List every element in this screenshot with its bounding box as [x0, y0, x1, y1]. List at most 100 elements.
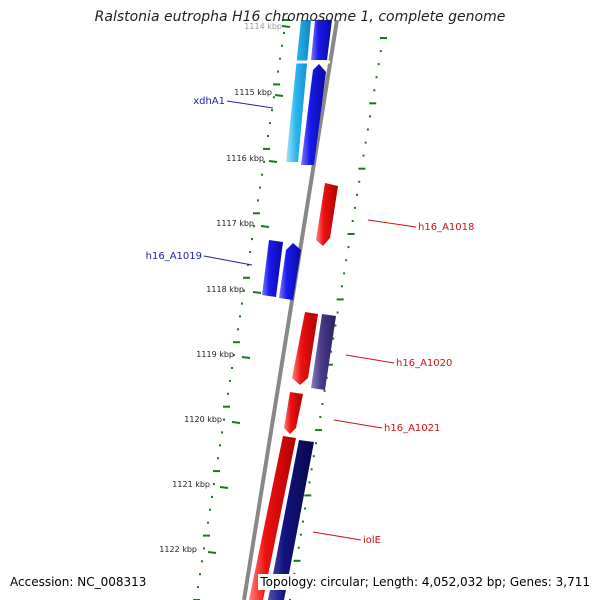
outer-ring-dot [293, 559, 301, 562]
scale-tick-mark [231, 421, 241, 424]
inner-ring-dot [233, 341, 240, 344]
outer-ring-dot [315, 442, 317, 445]
scale-tick-mark [241, 356, 251, 359]
inner-ring-dot [237, 328, 239, 331]
outer-ring-dot [315, 429, 323, 432]
inner-ring-dot [249, 251, 251, 253]
outer-ring-dot [343, 272, 346, 275]
scale-tick-mark [219, 486, 229, 489]
gene-label-h16-A1019[interactable]: h16_A1019 [146, 251, 202, 262]
outer-ring-dot [358, 180, 361, 183]
inner-ring-dot [243, 289, 245, 292]
connector-h16-A1021 [333, 419, 383, 429]
connector-h16-A1020 [345, 354, 395, 364]
tick-label-1120: 1120 kbp [184, 415, 222, 424]
tick-label-1116: 1116 kbp [226, 154, 264, 163]
inner-ring-dot [213, 470, 220, 473]
inner-ring-dot [211, 495, 213, 498]
gene-label-h16-A1021[interactable]: h16_A1021 [384, 423, 440, 434]
feature-iolE-red[interactable] [249, 436, 296, 600]
outer-ring-dot [379, 50, 382, 53]
inner-ring-dot [269, 122, 271, 125]
inner-ring-dot [203, 534, 210, 537]
outer-ring-dot [369, 115, 371, 118]
tick-label-1114: 1114 kbp [244, 22, 282, 31]
outer-ring-dot [330, 350, 333, 353]
outer-ring-dot [308, 481, 311, 484]
outer-ring-dot [369, 102, 377, 105]
tick-label-1117: 1117 kbp [216, 219, 254, 228]
scale-tick-mark [260, 225, 270, 228]
inner-ring-dot [239, 315, 241, 318]
feature-blue-xdhA1[interactable] [301, 64, 326, 165]
backbone-line [242, 19, 339, 600]
inner-ring-dot [259, 186, 261, 189]
gene-label-h16-A1018[interactable]: h16_A1018 [418, 222, 474, 233]
outer-ring-dot [323, 389, 326, 392]
scale-tick-mark [252, 291, 262, 294]
outer-ring-dot [351, 220, 354, 222]
inner-ring-dot [199, 573, 201, 576]
outer-ring-dot [375, 76, 378, 79]
gene-label-h16-A1020[interactable]: h16_A1020 [396, 358, 452, 369]
inner-ring-dot [243, 276, 250, 279]
inner-ring-dot [281, 44, 283, 47]
outer-ring-dot [304, 507, 307, 510]
inner-ring-dot [267, 135, 269, 137]
tick-label-1121: 1121 kbp [172, 480, 210, 489]
outer-ring-dot [325, 363, 333, 366]
scale-tick-mark [274, 94, 284, 97]
outer-ring-dot [362, 154, 365, 157]
inner-ring-dot [253, 212, 260, 215]
outer-ring-dot [293, 572, 296, 575]
feature-h16-A1021[interactable] [284, 392, 303, 434]
feature-iolE-navy[interactable] [268, 440, 314, 600]
outer-ring-dot [312, 455, 315, 458]
inner-ring-dot [257, 199, 259, 202]
outer-ring-dot [332, 337, 335, 340]
inner-ring-dot [231, 367, 233, 369]
tick-label-1115: 1115 kbp [234, 88, 272, 97]
inner-ring-dot [203, 547, 205, 550]
inner-ring-dot [277, 70, 279, 73]
accession-label: Accession: NC_008313 [8, 574, 149, 590]
inner-ring-dot [271, 109, 273, 112]
outer-ring-dot [380, 37, 387, 39]
inner-ring-dot [221, 431, 223, 434]
feature-h16-A1019-a[interactable] [262, 240, 283, 297]
outer-ring-dot [345, 259, 348, 262]
outer-ring-dot [336, 298, 344, 301]
topology-label: Topology: circular; Length: 4,052,032 bp… [258, 574, 592, 590]
outer-ring-dot [366, 128, 369, 131]
tick-label-1119: 1119 kbp [196, 350, 234, 359]
feature-h16-A1018[interactable] [316, 183, 338, 246]
inner-ring-dot [229, 379, 231, 382]
gene-label-iolE[interactable]: iolE [363, 535, 381, 546]
feature-h16-A1020-red[interactable] [292, 312, 318, 385]
outer-ring-dot [321, 403, 324, 405]
inner-ring-dot [273, 83, 280, 86]
feature-light-blue-1[interactable] [286, 20, 311, 162]
feature-h16-A1020-purple[interactable] [311, 314, 336, 390]
inner-ring-dot [223, 418, 225, 421]
outer-ring-dot [340, 285, 343, 288]
gene-label-xdhA1[interactable]: xdhA1 [193, 96, 225, 107]
feature-h16-A1019-b[interactable] [279, 243, 301, 300]
outer-ring-dot [297, 546, 300, 549]
outer-ring-dot [377, 63, 380, 66]
inner-ring-dot [223, 405, 230, 408]
feature-blue-1[interactable] [311, 20, 332, 60]
inner-ring-dot [279, 57, 281, 60]
scale-tick-mark [207, 551, 217, 554]
outer-ring-dot [347, 246, 350, 249]
inner-ring-dot [283, 19, 290, 21]
connector-h16-A1018 [367, 219, 417, 228]
outer-ring-dot [299, 533, 302, 536]
inner-ring-dot [197, 586, 199, 589]
inner-ring-dot [241, 302, 243, 305]
outer-ring-dot [302, 520, 304, 523]
outer-ring-dot [356, 193, 358, 196]
inner-ring-dot [201, 560, 203, 563]
inner-ring-dot [273, 96, 275, 99]
inner-ring-dot [219, 444, 221, 447]
